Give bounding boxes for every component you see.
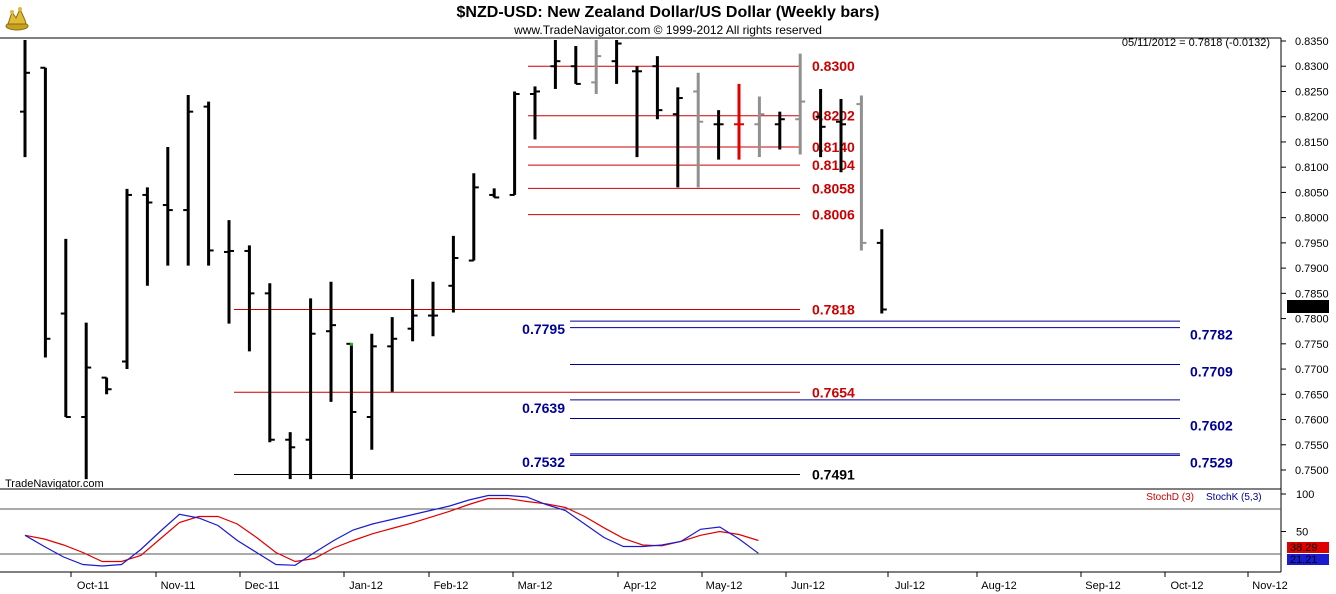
logo-icon	[5, 7, 29, 31]
level-label: 0.7654	[812, 384, 855, 400]
price-tick-label: 0.7500	[1295, 465, 1329, 477]
level-label: 0.7782	[1190, 327, 1233, 343]
time-tick-label: Jul-12	[895, 580, 925, 592]
time-tick-label: Feb-12	[434, 580, 469, 592]
level-label: 0.8140	[812, 139, 855, 155]
level-label: 0.8202	[812, 108, 855, 124]
price-tick-label: 0.7850	[1295, 288, 1329, 300]
signal-marker	[349, 342, 353, 346]
time-tick-label: Jan-12	[349, 580, 383, 592]
level-label: 0.8058	[812, 180, 855, 196]
price-tick-label: 0.7550	[1295, 440, 1329, 452]
last-price-marker: 0.7818	[1287, 300, 1329, 314]
time-tick-label: Oct-12	[1170, 580, 1203, 592]
price-levels: 0.8300 0.8202 0.8140 0.8104 0.8058 0.8006 0.78…	[234, 58, 1233, 483]
price-tick-label: 0.7650	[1295, 389, 1329, 401]
level-label: 0.7529	[1190, 454, 1233, 470]
time-tick-label: Apr-12	[623, 580, 656, 592]
price-tick-label: 0.8000	[1295, 213, 1329, 225]
price-tick-label: 0.8150	[1295, 137, 1329, 149]
legend-stoch-d: StochD (3)	[1146, 492, 1194, 503]
price-tick-label: 0.8350	[1295, 36, 1329, 48]
level-label: 0.8104	[812, 157, 855, 173]
time-tick-label: Sep-12	[1085, 580, 1120, 592]
copyright-text: www.TradeNavigator.com © 1999-2012 All r…	[513, 23, 822, 37]
time-tick-label: May-12	[706, 580, 743, 592]
stoch-tick-label: 100	[1296, 489, 1314, 501]
last-quote-readout: 05/11/2012 = 0.7818 (-0.0132)	[1122, 37, 1270, 49]
price-tick-label: 0.7700	[1295, 364, 1329, 376]
time-tick-label: Jun-12	[791, 580, 825, 592]
stoch-k-value-box	[1287, 554, 1329, 565]
price-tick-label: 0.7950	[1295, 238, 1329, 250]
level-label: 0.7709	[1190, 364, 1233, 380]
price-tick-label: 0.7900	[1295, 263, 1329, 275]
price-tick-label: 0.7800	[1295, 314, 1329, 326]
stoch-d-value: 38.29	[1290, 542, 1318, 554]
level-label: 0.7491	[812, 467, 855, 483]
last-price-label: 0.7818	[1289, 302, 1323, 314]
level-label: 0.7602	[1190, 418, 1233, 434]
watermark-text: TradeNavigator.com	[5, 478, 104, 490]
stoch-d-value-box	[1287, 542, 1329, 553]
price-tick-label: 0.8300	[1295, 61, 1329, 73]
price-tick-label: 0.7600	[1295, 415, 1329, 427]
time-tick-label: Aug-12	[981, 580, 1016, 592]
chart-title: $NZD-USD: New Zealand Dollar/US Dollar (…	[457, 4, 880, 21]
time-axis: Oct-11 Nov-11 Dec-11 Jan-12 Feb-12 Mar-12 Apr-…	[70, 572, 1288, 592]
level-label: 0.7818	[812, 302, 855, 318]
time-tick-label: Oct-11	[77, 580, 109, 592]
legend-stoch-k: StochK (5,3)	[1206, 492, 1262, 503]
time-tick-label: Mar-12	[518, 580, 553, 592]
stoch-k-value: 21.21	[1290, 554, 1318, 566]
price-tick-label: 0.8250	[1295, 86, 1329, 98]
time-tick-label: Nov-12	[1252, 580, 1287, 592]
stoch-tick-label: 50	[1296, 527, 1308, 539]
price-tick-label: 0.8200	[1295, 112, 1329, 124]
price-panel-frame	[0, 37, 1282, 573]
price-tick-label: 0.7750	[1295, 339, 1329, 351]
time-tick-label: Dec-11	[245, 580, 280, 592]
time-tick-label: Nov-11	[161, 580, 196, 592]
level-label: 0.8300	[812, 58, 855, 74]
price-tick-label: 0.8050	[1295, 187, 1329, 199]
price-tick-label: 0.8100	[1295, 162, 1329, 174]
level-label: 0.7639	[522, 400, 565, 416]
price-bars	[20, 39, 887, 480]
level-label: 0.8006	[812, 207, 855, 223]
level-label: 0.7795	[522, 321, 565, 337]
price-axis: 0.8350 0.8300 0.8250 0.8200 0.8150 0.8100 0.80…	[1281, 36, 1329, 477]
level-label: 0.7532	[522, 454, 565, 470]
stoch-d-line	[24, 497, 759, 563]
stoch-k-line	[24, 494, 759, 567]
